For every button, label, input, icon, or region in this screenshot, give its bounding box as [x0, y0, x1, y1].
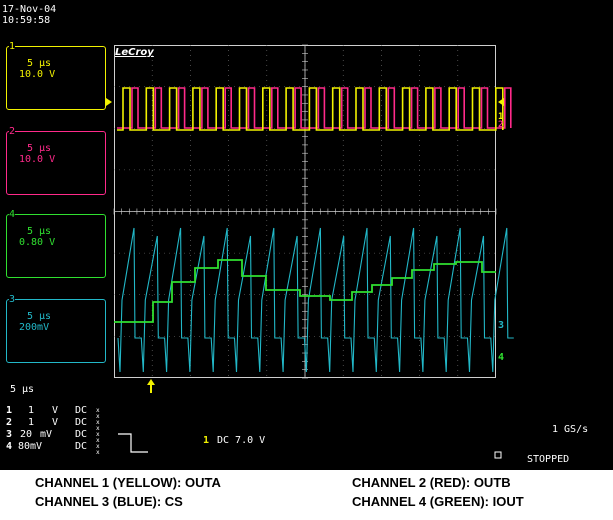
channel-3-timebase: 5 µs	[27, 311, 52, 322]
trace-channel-3	[117, 227, 514, 373]
channel-4-scale: 0.80 V	[19, 237, 56, 248]
acquisition-status: STOPPED	[527, 454, 570, 465]
row-3-unit: mV	[40, 429, 53, 440]
channel-1-timebase: 5 µs	[27, 58, 52, 69]
row-2-coupling: DC	[75, 417, 88, 428]
channel-2-box[interactable]: 2 5 µs 10.0 V	[6, 126, 106, 195]
caption-channel-4: CHANNEL 4 (GREEN): IOUT	[352, 494, 524, 509]
caption-area: CHANNEL 1 (YELLOW): OUTA CHANNEL 2 (RED)…	[0, 470, 613, 520]
channel-4-box[interactable]: 4 5 µs 0.80 V	[6, 209, 106, 278]
channel-3-box[interactable]: 3 5 µs 200mV	[6, 294, 106, 363]
channel-3-number: 3	[9, 294, 16, 305]
row-4-coupling: DC	[75, 441, 88, 452]
brand-logo: LeCroy	[115, 47, 154, 58]
channel-1-scale: 10.0 V	[19, 69, 56, 80]
channel-4-timebase: 5 µs	[27, 226, 52, 237]
time-label: 10:59:58	[2, 15, 51, 26]
row-2-num: 2	[6, 417, 13, 428]
caption-channel-2: CHANNEL 2 (RED): OUTB	[352, 475, 511, 490]
channel-2-scale: 10.0 V	[19, 154, 56, 165]
channel-2-timebase: 5 µs	[27, 143, 52, 154]
row-3-coupling: DC	[75, 429, 88, 440]
sample-rate: 1 GS/s	[552, 424, 589, 435]
row-3-num: 3	[6, 429, 13, 440]
channel-3-marker: 3	[498, 320, 505, 331]
row-4-val: 80	[18, 441, 31, 452]
oscilloscope-screen: 17-Nov-04 10:59:58 1 5 µs 10.0 V 2 5 µs …	[0, 0, 613, 470]
row-3-val: 20	[20, 429, 33, 440]
caption-channel-1: CHANNEL 1 (YELLOW): OUTA	[35, 475, 221, 490]
level-marker-right	[498, 98, 504, 106]
channel-2-number: 2	[9, 126, 16, 137]
row-4-unit: mV	[30, 441, 43, 452]
channel-1-box[interactable]: 1 5 µs 10.0 V	[6, 41, 106, 110]
row-1-num: 1	[6, 405, 13, 416]
trace-channel-4	[114, 259, 496, 323]
timebase-label: 5 µs	[10, 384, 35, 395]
row-2-unit: V	[52, 417, 59, 428]
trigger-channel: 1	[203, 435, 210, 446]
trace-channel-2	[117, 87, 512, 129]
channel-4-number: 4	[9, 209, 16, 220]
row-2-val: 1	[28, 417, 35, 428]
channel-4-marker: 4	[498, 352, 505, 363]
row-4-num: 4	[6, 441, 13, 452]
date-label: 17-Nov-04	[2, 4, 57, 15]
channel-1-marker: 1	[498, 112, 504, 122]
caption-channel-3: CHANNEL 3 (BLUE): CS	[35, 494, 183, 509]
channel-3-scale: 200mV	[19, 322, 50, 333]
trigger-setting: DC 7.0 V	[217, 435, 266, 446]
trace-channel-1	[117, 87, 504, 131]
channel-1-number: 1	[9, 41, 16, 52]
waveform-traces	[106, 44, 514, 379]
row-1-val: 1	[28, 405, 35, 416]
channel-2-marker: 2	[498, 120, 504, 130]
level-marker-left	[106, 98, 112, 106]
row-1-coupling: DC	[75, 405, 88, 416]
row-1-unit: V	[52, 405, 59, 416]
